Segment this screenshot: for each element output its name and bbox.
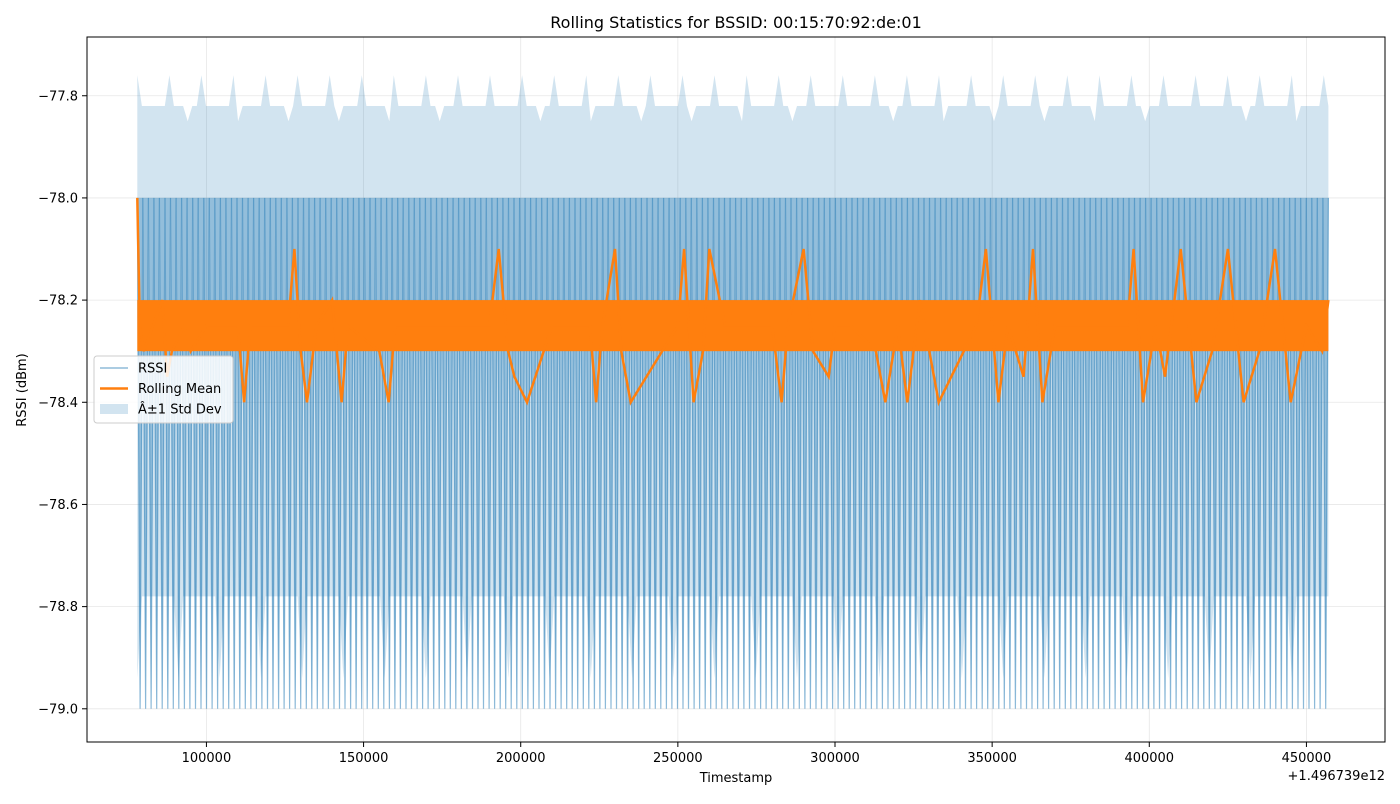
legend: RSSI Rolling Mean Â±1 Std Dev	[93, 355, 234, 424]
x-axis-ticks: 100000 150000 200000 250000 300000 350000 4000…	[182, 742, 1332, 766]
y-tick-label: −78.4	[38, 396, 78, 411]
x-offset-text: +1.496739e12	[1288, 769, 1385, 784]
y-axis-label: RSSI (dBm)	[15, 353, 30, 426]
x-tick-label: 150000	[339, 751, 389, 766]
y-axis-ticks: −79.0 −78.8 −78.6 −78.4 −78.2 −78.0 −77.8	[38, 89, 87, 717]
y-tick-label: −78.8	[38, 600, 78, 615]
x-tick-label: 450000	[1282, 751, 1332, 766]
x-tick-label: 250000	[653, 751, 703, 766]
x-tick-label: 350000	[967, 751, 1017, 766]
x-axis-label: Timestamp	[699, 771, 773, 786]
legend-label: Â±1 Std Dev	[138, 402, 222, 418]
x-tick-label: 200000	[496, 751, 546, 766]
y-tick-label: −77.8	[38, 89, 78, 104]
legend-label: RSSI	[138, 362, 167, 377]
y-tick-label: −78.2	[38, 294, 78, 309]
y-tick-label: −78.6	[38, 498, 78, 513]
legend-swatch	[100, 404, 128, 414]
y-tick-label: −78.0	[38, 191, 78, 206]
x-tick-label: 300000	[810, 751, 860, 766]
legend-label: Rolling Mean	[138, 382, 221, 397]
y-tick-label: −79.0	[38, 702, 78, 717]
x-tick-label: 400000	[1124, 751, 1174, 766]
chart-title: Rolling Statistics for BSSID: 00:15:70:9…	[550, 13, 922, 32]
plot-frame	[86, 36, 1386, 743]
legend-box	[93, 355, 234, 424]
x-tick-label: 100000	[182, 751, 232, 766]
rolling-mean-layer	[136, 197, 1330, 407]
rolling-mean-line	[136, 197, 1330, 407]
